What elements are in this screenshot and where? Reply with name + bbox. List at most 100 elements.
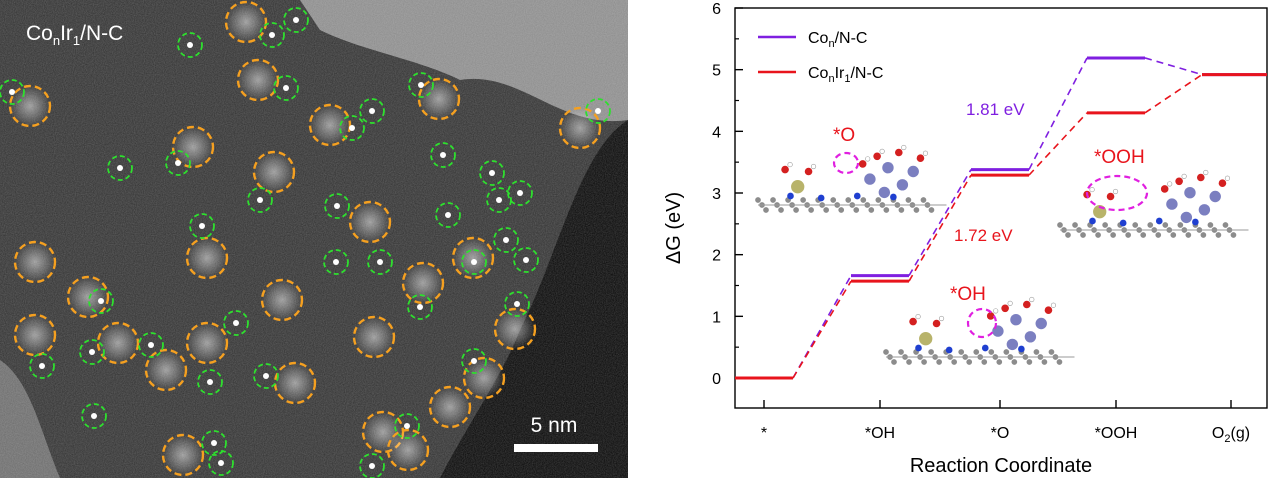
carbon-atom (996, 359, 1003, 365)
hydrogen-atom (993, 308, 999, 314)
carbon-atom (1125, 232, 1132, 238)
cluster-marker (161, 433, 205, 477)
single-atom-marker (339, 115, 365, 141)
cluster-glow (146, 350, 186, 390)
oxygen-atom (1196, 173, 1205, 182)
cluster-glow (310, 105, 350, 145)
single-atom-marker (88, 288, 114, 314)
cluster-glow (173, 127, 213, 167)
cluster-marker (8, 84, 52, 128)
hydrogen-atom (922, 150, 929, 156)
cluster-glow (187, 238, 227, 278)
carbon-atom (868, 207, 875, 213)
plot-frame (734, 7, 1268, 409)
legend-label-con: Con/N-C (808, 30, 867, 50)
atom-spot (218, 460, 224, 466)
single-atom-marker (394, 413, 420, 439)
y-tick-label-4: 4 (712, 124, 721, 141)
cluster-glow (10, 86, 50, 126)
oxygen-atom (894, 148, 903, 157)
cluster-marker (348, 200, 392, 244)
atom-spot (489, 170, 495, 176)
nitrogen-atom (1192, 218, 1199, 226)
single-atom-marker (0, 79, 25, 105)
x-axis-label: Reaction Coordinate (910, 455, 1092, 477)
cluster-glow (350, 202, 390, 242)
annotation-ooh: *OOH (1094, 147, 1145, 168)
oxygen-atom (1218, 179, 1227, 187)
carbon-atom (1207, 222, 1214, 228)
carbon-atom (1033, 349, 1040, 355)
atom-spot (369, 108, 375, 114)
adsorbate-highlight (1085, 174, 1149, 212)
carbon-atom (1080, 232, 1086, 238)
cobalt-atom (878, 186, 891, 199)
hydrogen-atom (1007, 300, 1013, 306)
cobalt-atom (907, 165, 919, 178)
x-tick-label-2: *O (991, 425, 1010, 442)
cluster-glow (262, 280, 302, 320)
single-atom-marker (79, 339, 105, 365)
free-energy-chart: 0 1 2 3 4 5 6 ΔG (eV) Reaction Coordinate Con/… (663, 1, 1268, 477)
cluster-marker (352, 315, 396, 359)
single-atom-markers (0, 0, 611, 478)
cluster-glow (430, 387, 470, 427)
oxygen-atom (986, 312, 995, 320)
carbon-atom (973, 349, 980, 355)
connector-1-1 (908, 174, 972, 282)
carbon-atom (921, 359, 927, 365)
cluster-glow (98, 323, 138, 363)
y-axis: 0 1 2 3 4 5 6 (712, 1, 743, 388)
cluster-marker (386, 428, 430, 472)
annotation-conir-barrier: 1.72 eV (954, 226, 1013, 245)
atom-spot (503, 237, 509, 243)
atom-spot (187, 42, 193, 48)
cluster-marker (66, 275, 110, 319)
connector-0-3 (1144, 57, 1203, 76)
cluster-marker (144, 348, 188, 392)
oxygen-atom (916, 154, 925, 162)
carbon-atom (1132, 222, 1139, 228)
carbon-atom (928, 349, 934, 355)
cluster-marker (236, 58, 280, 102)
carbon-atom (958, 349, 965, 355)
carbon-atom (928, 207, 935, 213)
hydrogen-atom (901, 144, 907, 151)
oxygen-atom (909, 317, 917, 326)
cluster-marker (13, 240, 57, 284)
single-atom-marker (493, 227, 519, 253)
atom-spot (369, 463, 375, 469)
single-atom-marker (208, 450, 234, 476)
single-atom-marker (107, 155, 133, 181)
cluster-glow (254, 152, 294, 192)
cluster-glow (388, 430, 428, 470)
carbon-atom (1026, 359, 1033, 365)
annotation-o: *O (833, 125, 855, 146)
single-atom-marker (253, 363, 279, 389)
single-atom-marker (283, 7, 309, 33)
single-atom-marker (359, 98, 385, 124)
carbon-atom (823, 207, 830, 213)
iridium-atom (919, 332, 933, 346)
cluster-glow (163, 435, 203, 475)
nitrogen-atom (787, 192, 794, 200)
carbon-atom (883, 207, 890, 213)
cobalt-atom (1198, 204, 1211, 216)
single-atom-marker (324, 193, 350, 219)
oxygen-atom (1001, 304, 1009, 313)
atom-spot (211, 440, 217, 446)
oxygen-atom (1044, 306, 1053, 315)
y-tick-label-3: 3 (712, 186, 721, 203)
oxygen-atom (1022, 300, 1031, 309)
carbon-atom (770, 197, 776, 203)
single-atom-marker (247, 187, 273, 213)
scale-bar (514, 444, 598, 452)
carbon-atom (1222, 222, 1229, 228)
cluster-glow (226, 2, 266, 42)
atom-spot (233, 320, 239, 326)
x-tick-label-1: *OH (865, 425, 895, 442)
nitrogen-atom (890, 193, 897, 201)
carbon-atom (1102, 222, 1108, 228)
atom-spot (175, 160, 181, 166)
cluster-glow (419, 79, 459, 119)
